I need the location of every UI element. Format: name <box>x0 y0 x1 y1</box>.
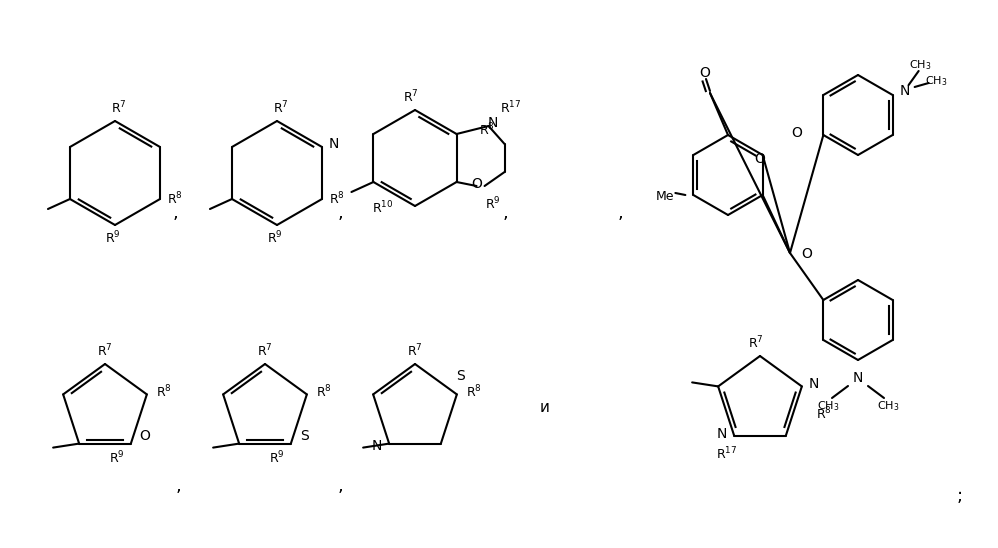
Text: O: O <box>801 247 812 260</box>
Text: R$^8$: R$^8$ <box>479 122 495 138</box>
Text: R$^7$: R$^7$ <box>407 342 423 359</box>
Text: R$^8$: R$^8$ <box>316 384 331 401</box>
Text: R$^9$: R$^9$ <box>267 230 282 246</box>
Text: и: и <box>540 401 550 415</box>
Text: R$^{17}$: R$^{17}$ <box>716 446 737 462</box>
Text: S: S <box>456 369 465 384</box>
Text: N: N <box>717 426 728 441</box>
Text: CH$_3$: CH$_3$ <box>925 74 948 88</box>
Text: R$^7$: R$^7$ <box>97 342 113 359</box>
Text: CH$_3$: CH$_3$ <box>909 58 932 72</box>
Text: R$^7$: R$^7$ <box>273 100 288 116</box>
Text: R$^9$: R$^9$ <box>485 196 500 212</box>
Text: N: N <box>899 84 910 98</box>
Text: R$^{10}$: R$^{10}$ <box>371 199 393 216</box>
Text: ,: , <box>502 204 508 222</box>
Text: R$^8$: R$^8$ <box>167 191 183 207</box>
Text: N: N <box>329 137 339 151</box>
Text: R$^7$: R$^7$ <box>111 100 127 116</box>
Text: O: O <box>791 126 802 140</box>
Text: O: O <box>700 66 711 80</box>
Text: ,: , <box>175 477 181 495</box>
Text: R$^7$: R$^7$ <box>403 89 419 105</box>
Text: N: N <box>808 378 819 391</box>
Text: R$^8$: R$^8$ <box>156 384 172 401</box>
Text: O: O <box>754 152 765 166</box>
Text: N: N <box>853 371 863 385</box>
Text: N: N <box>372 438 382 453</box>
Text: CH$_3$: CH$_3$ <box>877 399 899 413</box>
Text: R$^8$: R$^8$ <box>816 406 831 422</box>
Text: ;: ; <box>957 487 963 505</box>
Text: R$^7$: R$^7$ <box>748 335 763 351</box>
Text: R$^9$: R$^9$ <box>109 449 125 466</box>
Text: R$^9$: R$^9$ <box>269 449 284 466</box>
Text: ,: , <box>337 204 343 222</box>
Text: R$^{17}$: R$^{17}$ <box>500 100 521 116</box>
Text: R$^9$: R$^9$ <box>105 230 121 246</box>
Text: ,: , <box>172 204 178 222</box>
Text: O: O <box>140 429 151 443</box>
Text: R$^8$: R$^8$ <box>466 384 482 401</box>
Text: R$^8$: R$^8$ <box>329 191 345 207</box>
Text: S: S <box>300 429 309 443</box>
Text: CH$_3$: CH$_3$ <box>816 399 839 413</box>
Text: O: O <box>471 177 482 191</box>
Text: Me: Me <box>656 191 675 203</box>
Text: N: N <box>487 116 498 130</box>
Text: ,: , <box>617 204 623 222</box>
Text: ,: , <box>337 477 343 495</box>
Text: R$^7$: R$^7$ <box>257 342 272 359</box>
